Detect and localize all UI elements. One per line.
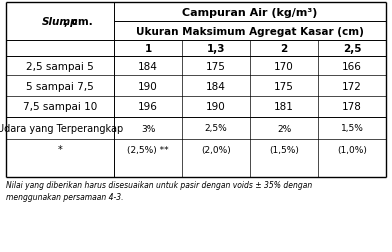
Text: 175: 175 — [274, 81, 294, 91]
Text: 3%: 3% — [141, 124, 155, 133]
Text: 7,5 sampai 10: 7,5 sampai 10 — [23, 102, 97, 112]
Text: 184: 184 — [138, 61, 158, 71]
Text: 170: 170 — [274, 61, 294, 71]
Text: 2%: 2% — [277, 124, 291, 133]
Text: 190: 190 — [206, 102, 226, 112]
Text: 5 sampai 7,5: 5 sampai 7,5 — [26, 81, 94, 91]
Text: 2,5%: 2,5% — [205, 124, 227, 133]
Text: Slump: Slump — [42, 17, 78, 27]
Text: 166: 166 — [342, 61, 362, 71]
Text: 2,5: 2,5 — [343, 44, 361, 54]
Text: 2,5 sampai 5: 2,5 sampai 5 — [26, 61, 94, 71]
Text: 196: 196 — [138, 102, 158, 112]
Text: (2,5%) **: (2,5%) ** — [127, 145, 169, 154]
Text: Campuran Air (kg/m³): Campuran Air (kg/m³) — [182, 8, 318, 17]
Text: Udara yang Terperangkap: Udara yang Terperangkap — [0, 123, 123, 134]
Text: (1,5%): (1,5%) — [269, 145, 299, 154]
Text: Nilai yang diberikan harus disesuaikan untuk pasir dengan voids ± 35% dengan
men: Nilai yang diberikan harus disesuaikan u… — [6, 180, 312, 201]
Text: (2,0%): (2,0%) — [201, 145, 231, 154]
Text: 2: 2 — [280, 44, 288, 54]
Text: 184: 184 — [206, 81, 226, 91]
Text: (1,0%): (1,0%) — [337, 145, 367, 154]
Text: 1,5%: 1,5% — [341, 124, 363, 133]
Text: 172: 172 — [342, 81, 362, 91]
Text: Ukuran Maksimum Agregat Kasar (cm): Ukuran Maksimum Agregat Kasar (cm) — [136, 26, 364, 36]
Text: 1: 1 — [144, 44, 152, 54]
Text: 178: 178 — [342, 102, 362, 112]
Text: 190: 190 — [138, 81, 158, 91]
Text: , cm.: , cm. — [64, 17, 93, 27]
Text: 1,3: 1,3 — [207, 44, 225, 54]
Text: *: * — [58, 144, 62, 154]
Text: 175: 175 — [206, 61, 226, 71]
Text: 181: 181 — [274, 102, 294, 112]
